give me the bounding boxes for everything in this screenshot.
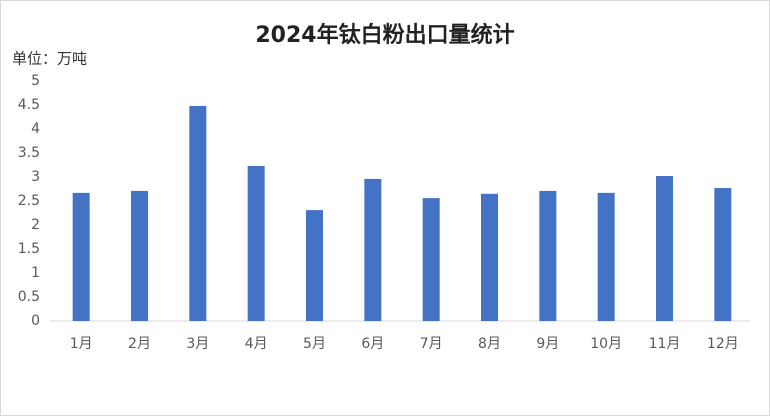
- x-tick-label: 2月: [128, 336, 151, 352]
- bar: [189, 105, 207, 322]
- bar: [72, 192, 90, 321]
- y-tick-label: 1: [31, 265, 40, 281]
- y-tick-label: 3.5: [18, 145, 40, 161]
- bar: [597, 192, 615, 321]
- x-tick-label: 5月: [303, 336, 326, 352]
- bar: [422, 198, 440, 321]
- x-tick-label: 6月: [361, 336, 384, 352]
- x-tick-label: 3月: [186, 336, 209, 352]
- bar: [481, 193, 498, 321]
- y-tick-label: 5: [31, 73, 40, 89]
- y-tick-label: 4: [31, 121, 40, 137]
- bar: [364, 178, 382, 321]
- y-tick-label: 0: [31, 313, 40, 329]
- x-tick-label: 12月: [707, 336, 739, 352]
- bar: [306, 210, 323, 321]
- x-tick-label: 8月: [478, 336, 501, 352]
- y-axis-label: 单位：万吨: [12, 50, 87, 68]
- bar: [539, 190, 557, 321]
- y-tick-label: 1.5: [18, 241, 40, 257]
- y-tick-label: 3: [31, 169, 40, 185]
- bar: [131, 190, 148, 321]
- x-tick-label: 10月: [590, 336, 622, 352]
- x-tick-label: 11月: [649, 336, 681, 352]
- bar: [714, 188, 732, 321]
- y-tick-label: 2: [31, 217, 40, 233]
- chart-title: 2024年钛白粉出口量统计: [255, 22, 514, 48]
- bar: [247, 165, 265, 321]
- y-tick-label: 0.5: [18, 289, 40, 305]
- bar: [656, 176, 673, 321]
- x-tick-label: 9月: [536, 336, 559, 352]
- x-tick-label: 4月: [245, 336, 268, 352]
- y-tick-label: 2.5: [18, 193, 40, 209]
- y-tick-label: 4.5: [18, 97, 40, 113]
- x-tick-label: 7月: [420, 336, 443, 352]
- x-tick-label: 1月: [70, 336, 93, 352]
